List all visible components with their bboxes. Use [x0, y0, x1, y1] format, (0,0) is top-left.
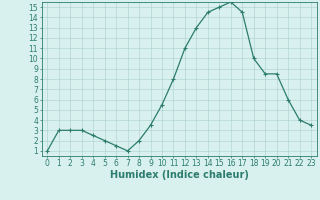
X-axis label: Humidex (Indice chaleur): Humidex (Indice chaleur): [110, 170, 249, 180]
